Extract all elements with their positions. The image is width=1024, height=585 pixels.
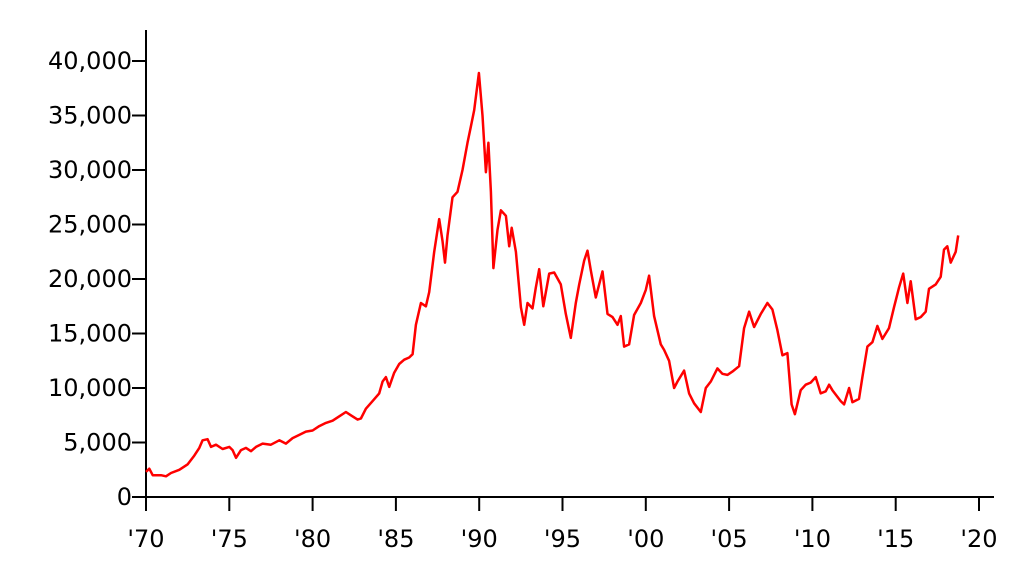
x-tick-label: '85 xyxy=(377,525,414,553)
series-group xyxy=(145,71,960,478)
y-tick-label: 30,000 xyxy=(48,156,132,184)
x-tick-label: '05 xyxy=(711,525,748,553)
x-tick-label: '75 xyxy=(211,525,248,553)
x-axis: '70 '75 '80 '85 '90 '95 '00 '05 '10 '15 '20 xyxy=(127,496,998,553)
x-tick-label: '10 xyxy=(794,525,831,553)
x-tick-label: '20 xyxy=(960,525,997,553)
x-tick-label: '90 xyxy=(461,525,498,553)
y-tick-label: 35,000 xyxy=(48,102,132,130)
series-line xyxy=(145,71,960,478)
x-tick-label: '00 xyxy=(627,525,664,553)
y-tick-label: 15,000 xyxy=(48,320,132,348)
y-axis: 0 5,000 10,000 15,000 20,000 25,000 30,000 35,0… xyxy=(48,30,147,511)
x-tick-label: '15 xyxy=(877,525,914,553)
y-tick-label: 20,000 xyxy=(48,265,132,293)
x-tick-label: '95 xyxy=(544,525,581,553)
x-tick-label: '70 xyxy=(127,525,164,553)
y-tick-label: 40,000 xyxy=(48,47,132,75)
y-tick-label: 0 xyxy=(117,483,132,511)
y-tick-label: 10,000 xyxy=(48,374,132,402)
y-tick-label: 25,000 xyxy=(48,211,132,239)
x-tick-label: '80 xyxy=(294,525,331,553)
y-tick-label: 5,000 xyxy=(63,429,132,457)
